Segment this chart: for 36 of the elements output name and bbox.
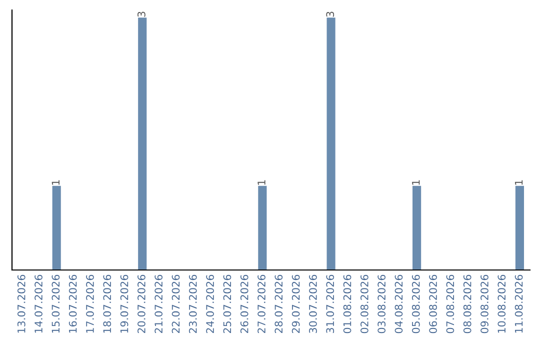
x-tick-label: 07.08.2026 — [446, 274, 454, 334]
data-label: 1 — [514, 180, 523, 185]
x-tick-label: 24.07.2026 — [206, 274, 214, 334]
x-tick-label: 05.08.2026 — [412, 274, 420, 334]
x-tick-label: 04.08.2026 — [394, 274, 403, 334]
x-tick-label: 03.08.2026 — [378, 274, 386, 334]
x-tick-label: 30.07.2026 — [309, 274, 317, 334]
x-tick-label: 14.07.2026 — [34, 274, 42, 333]
x-tick-label: 26.07.2026 — [240, 274, 248, 334]
data-label: 1 — [258, 180, 266, 185]
x-tick-label: 31.07.2026 — [326, 274, 334, 334]
x-tick-label: 20.07.2026 — [138, 274, 146, 334]
x-tick-label: 17.07.2026 — [86, 274, 94, 333]
x-tick-label: 15.07.2026 — [52, 274, 60, 333]
x-tick-label: 19.07.2026 — [120, 274, 128, 333]
x-tick-label: 09.08.2026 — [480, 274, 488, 334]
data-label: 3 — [326, 12, 334, 17]
x-tick-label: 02.08.2026 — [360, 274, 368, 334]
x-tick-label: 21.07.2026 — [154, 274, 163, 334]
x-tick-label: 13.07.2026 — [17, 274, 26, 333]
x-tick-label: 29.07.2026 — [292, 274, 300, 334]
x-tick-label: 06.08.2026 — [429, 274, 437, 334]
x-tick-label: 27.07.2026 — [258, 274, 266, 334]
x-tick-label: 01.08.2026 — [343, 274, 352, 334]
data-label: 1 — [52, 180, 60, 185]
x-tick-label: 25.07.2026 — [223, 274, 232, 334]
data-label: 3 — [138, 12, 146, 17]
data-label: 1 — [412, 180, 420, 185]
x-tick-label: 10.08.2026 — [498, 274, 506, 333]
x-tick-label: 11.08.2026 — [514, 274, 523, 333]
x-tick-label: 23.07.2026 — [188, 274, 197, 334]
x-tick-label: 22.07.2026 — [172, 274, 180, 334]
x-tick-label: 28.07.2026 — [274, 274, 283, 334]
x-tick-label: 16.07.2026 — [68, 274, 77, 333]
x-tick-label: 08.08.2026 — [463, 274, 472, 334]
x-tick-label: 18.07.2026 — [103, 274, 112, 333]
